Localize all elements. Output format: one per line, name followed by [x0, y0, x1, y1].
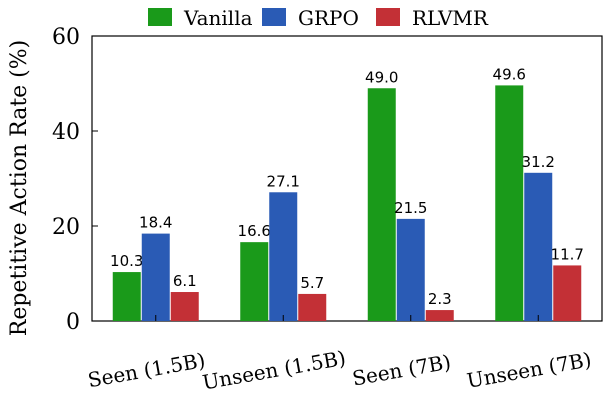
legend-swatch-grpo	[262, 8, 286, 26]
bar-rlvmr	[170, 292, 199, 321]
legend-swatch-vanilla	[148, 8, 172, 26]
bar-rlvmr	[298, 293, 327, 321]
legend-label-rlvmr: RLVMR	[412, 6, 489, 30]
legend-swatch-rlvmr	[376, 8, 400, 26]
y-tick-label: 60	[52, 25, 80, 50]
bar-value-label: 18.4	[139, 214, 172, 232]
y-tick-label: 0	[66, 310, 80, 335]
bar-value-label: 49.0	[365, 68, 398, 86]
bar-value-label: 21.5	[394, 199, 427, 217]
bar-value-label: 31.2	[522, 153, 555, 171]
bar-value-label: 6.1	[173, 272, 197, 290]
x-tick-label: Unseen (1.5B)	[201, 346, 348, 395]
y-axis: 0 20 40 60	[52, 25, 98, 335]
x-axis: Seen (1.5B)Unseen (1.5B) Seen (7B) Unseen …	[86, 315, 593, 395]
x-tick-label: Unseen (7B)	[465, 347, 593, 393]
bar-value-label: 11.7	[551, 245, 584, 263]
bar-rlvmr	[553, 265, 582, 321]
plot-frame	[91, 35, 603, 322]
bar-value-label: 2.3	[428, 290, 452, 308]
plot-area: 10.3 18.4 6.1 16.6 27.1 5.7 49.0 21.5 2.3 49.6 31.…	[91, 35, 603, 322]
legend-label-grpo: GRPO	[298, 6, 359, 30]
bar-value-label: 5.7	[300, 274, 324, 292]
bar-vanilla	[112, 272, 141, 321]
bar-grpo	[524, 172, 553, 321]
bar-vanilla	[495, 85, 524, 322]
bar-grpo	[396, 218, 425, 321]
bar-grpo	[141, 233, 170, 321]
legend: Vanilla GRPO RLVMR	[148, 6, 489, 30]
x-tick-label: Seen (7B)	[350, 350, 452, 391]
bar-vanilla	[240, 242, 269, 321]
y-tick-label: 40	[52, 120, 80, 145]
y-tick-label: 20	[52, 215, 80, 240]
y-axis-label: Repetitive Action Rate (%)	[7, 40, 32, 336]
bar-value-label: 10.3	[110, 252, 143, 270]
legend-label-vanilla: Vanilla	[183, 6, 253, 30]
bar-value-label: 49.6	[493, 65, 526, 83]
bar-rlvmr	[425, 310, 454, 321]
bar-value-label: 16.6	[238, 222, 271, 240]
bar-value-label: 27.1	[267, 172, 300, 190]
x-tick-label: Seen (1.5B)	[86, 348, 207, 392]
bar-vanilla	[367, 88, 396, 321]
bar-grpo	[269, 192, 298, 321]
